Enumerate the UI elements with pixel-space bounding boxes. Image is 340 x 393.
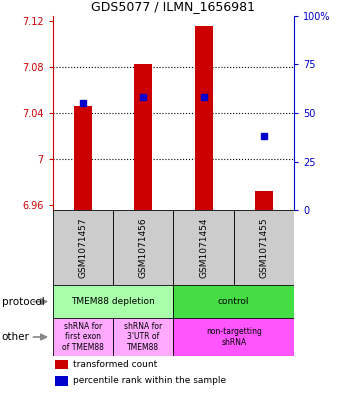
Text: shRNA for
3'UTR of
TMEM88: shRNA for 3'UTR of TMEM88 [124, 322, 163, 352]
Text: transformed count: transformed count [73, 360, 157, 369]
Text: TMEM88 depletion: TMEM88 depletion [71, 297, 155, 306]
Text: percentile rank within the sample: percentile rank within the sample [73, 376, 226, 385]
Bar [53, 210, 113, 285]
Title: GDS5077 / ILMN_1656981: GDS5077 / ILMN_1656981 [91, 0, 255, 13]
Bar [55, 376, 68, 386]
Text: protocol: protocol [2, 297, 45, 307]
Text: GSM1071455: GSM1071455 [259, 217, 268, 278]
Bar [173, 318, 294, 356]
Text: GSM1071457: GSM1071457 [79, 217, 87, 278]
Bar [134, 64, 152, 210]
Bar [194, 26, 212, 210]
Text: non-targetting
shRNA: non-targetting shRNA [206, 327, 262, 347]
Bar [53, 318, 113, 356]
Bar [173, 285, 294, 318]
Text: GSM1071454: GSM1071454 [199, 217, 208, 278]
Text: shRNA for
first exon
of TMEM88: shRNA for first exon of TMEM88 [62, 322, 104, 352]
Bar [173, 210, 234, 285]
Text: control: control [218, 297, 250, 306]
Bar [55, 360, 68, 369]
Bar [113, 210, 173, 285]
Bar [113, 318, 173, 356]
Text: GSM1071456: GSM1071456 [139, 217, 148, 278]
Bar [255, 191, 273, 210]
Bar [234, 210, 294, 285]
Bar [74, 106, 92, 210]
Bar [53, 285, 173, 318]
Text: other: other [2, 332, 30, 342]
